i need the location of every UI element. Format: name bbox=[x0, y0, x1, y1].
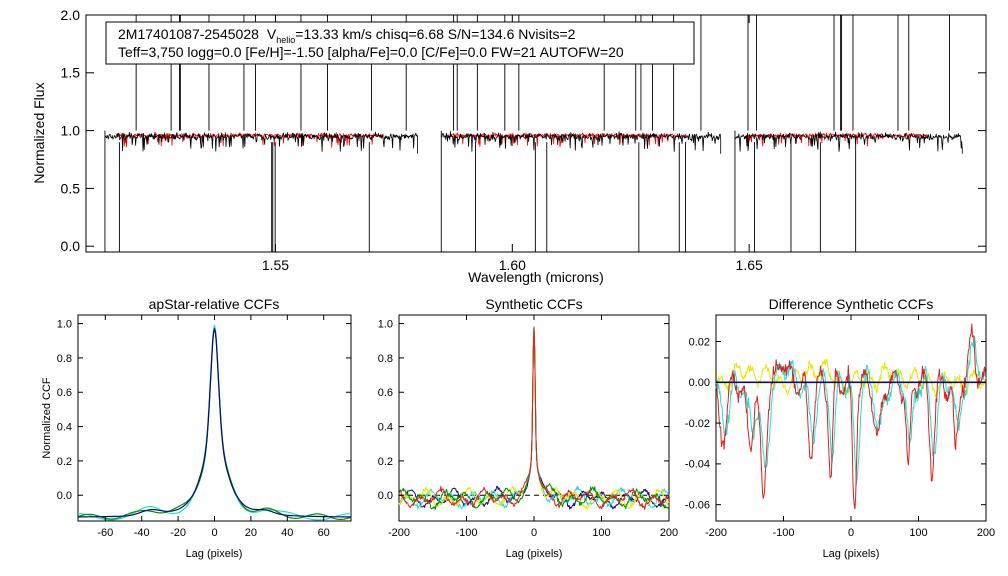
spectrum-panel: 1.55 1.60 1.65 0.0 0.5 1.0 1.5 2.0 2M17401087-2… bbox=[31, 7, 987, 285]
apstar-ccf-frame bbox=[77, 314, 352, 522]
apstar-ccf-panel: -60 -40 -20 0 20 40 60 0.0 0.2 0.4 0.6 0.8 1.0 apSta… bbox=[41, 296, 352, 560]
x-tick-label: 60 bbox=[318, 527, 330, 539]
y-tick-label: 0.2 bbox=[57, 456, 72, 468]
synthetic-ccf-2 bbox=[398, 326, 670, 510]
x-tick-label: -200 bbox=[388, 527, 410, 539]
x-tick-label: 0 bbox=[211, 527, 217, 539]
y-tick-label: 0.0 bbox=[378, 490, 393, 502]
x-tick-label: -20 bbox=[170, 527, 186, 539]
x-tick-label: -100 bbox=[455, 527, 477, 539]
spectrum-y-label: Normalized Flux bbox=[31, 82, 47, 183]
difference-ccf-title: Difference Synthetic CCFs bbox=[769, 296, 934, 312]
spectrum-model-series bbox=[115, 131, 929, 148]
difference-ccf-series bbox=[715, 323, 987, 510]
x-tick-label: 20 bbox=[245, 527, 257, 539]
synthetic-ccf-series bbox=[398, 326, 670, 510]
x-tick-label: 1.55 bbox=[262, 257, 289, 273]
apstar-ccf-axis-ticks: -60 -40 -20 0 20 40 60 0.0 0.2 0.4 0.6 0.8 1.0 bbox=[57, 315, 351, 539]
observed-spectrum-chip-3 bbox=[734, 131, 963, 154]
x-tick-label: 40 bbox=[281, 527, 293, 539]
synthetic-ccf-3 bbox=[398, 326, 670, 510]
apstar-ccf-combined bbox=[78, 328, 351, 518]
y-tick-label: -0.06 bbox=[685, 500, 710, 512]
difference-ccf-panel: -200 -100 0 100 200 -0.06 -0.04 -0.02 0.00 0.02 D… bbox=[685, 296, 995, 560]
apstar-ccf-series bbox=[77, 324, 352, 521]
spectrum-plot-frame bbox=[85, 14, 987, 253]
synthetic-ccf-5 bbox=[399, 326, 670, 510]
star-id: 2M17401087-2545028 bbox=[118, 26, 259, 42]
vhelio-subscript: helio bbox=[276, 35, 295, 45]
y-tick-label: 0.6 bbox=[378, 387, 393, 399]
synthetic-ccf-axis-ticks: -200 -100 0 100 200 0.0 0.2 0.4 0.6 0.8 1.0 bbox=[378, 315, 678, 539]
synthetic-ccf-x-label: Lag (pixels) bbox=[506, 548, 563, 560]
y-tick-label: 0.4 bbox=[378, 421, 393, 433]
x-tick-label: -200 bbox=[705, 527, 727, 539]
apstar-ccf-x-label: Lag (pixels) bbox=[186, 548, 243, 560]
apstar-ccf-y-label: Normalized CCF bbox=[41, 377, 53, 459]
observed-spectrum-chip-2 bbox=[441, 131, 722, 154]
vhelio-symbol: V bbox=[267, 26, 277, 42]
x-tick-label: -60 bbox=[97, 527, 113, 539]
spectrum-axis-ticks: 1.55 1.60 1.65 0.0 0.5 1.0 1.5 2.0 bbox=[61, 7, 986, 273]
x-tick-label: 0 bbox=[531, 527, 537, 539]
x-tick-label: 100 bbox=[909, 527, 927, 539]
observed-spectrum-chip-1 bbox=[104, 131, 419, 154]
apstar-ccf-visit-2 bbox=[77, 328, 352, 521]
y-tick-label: 0.02 bbox=[689, 336, 710, 348]
difference-ccf-axis-ticks: -200 -100 0 100 200 -0.06 -0.04 -0.02 0.00 0.02 bbox=[685, 315, 995, 539]
x-tick-label: 1.65 bbox=[736, 257, 763, 273]
y-tick-label: 0.2 bbox=[378, 456, 393, 468]
y-tick-label: 0.8 bbox=[378, 353, 393, 365]
y-tick-label: -0.02 bbox=[685, 418, 710, 430]
y-tick-label: 0.0 bbox=[57, 490, 72, 502]
x-tick-label: 0 bbox=[848, 527, 854, 539]
difference-ccf-frame bbox=[715, 314, 987, 522]
header-line-1: 2M17401087-2545028 Vhelio=13.33 km/s chis… bbox=[118, 26, 576, 45]
x-tick-label: 1.60 bbox=[499, 257, 526, 273]
y-tick-label: 0.0 bbox=[61, 238, 81, 254]
header-info-box bbox=[105, 21, 695, 65]
apstar-ccf-visit-1 bbox=[78, 324, 351, 521]
y-tick-label: 1.0 bbox=[61, 123, 81, 139]
x-tick-label: -40 bbox=[134, 527, 150, 539]
y-tick-label: 1.0 bbox=[378, 318, 393, 330]
y-tick-label: 2.0 bbox=[61, 7, 81, 23]
difference-ccf-x-label: Lag (pixels) bbox=[823, 548, 880, 560]
y-tick-label: 0.8 bbox=[57, 353, 72, 365]
y-tick-label: 0.00 bbox=[689, 377, 710, 389]
synthetic-ccf-1 bbox=[398, 326, 670, 510]
x-tick-label: -100 bbox=[772, 527, 794, 539]
difference-ccf-yellow bbox=[715, 358, 987, 398]
x-tick-label: 100 bbox=[592, 527, 610, 539]
x-tick-label: 200 bbox=[660, 527, 678, 539]
spectrum-x-label: Wavelength (microns) bbox=[468, 269, 604, 285]
x-tick-label: 200 bbox=[977, 527, 995, 539]
difference-ccf-red bbox=[715, 323, 987, 510]
synthetic-ccf-panel: -200 -100 0 100 200 0.0 0.2 0.4 0.6 0.8 1.0 Synthe… bbox=[378, 296, 678, 560]
header-line-1-values: =13.33 km/s chisq=6.68 S/N=134.6 Nvisits… bbox=[295, 26, 575, 42]
y-tick-label: -0.04 bbox=[685, 459, 710, 471]
synthetic-ccf-title: Synthetic CCFs bbox=[485, 296, 582, 312]
header-line-2: Teff=3,750 logg=0.0 [Fe/H]=-1.50 [alpha/… bbox=[118, 44, 624, 60]
y-tick-label: 1.0 bbox=[57, 318, 72, 330]
y-tick-label: 0.4 bbox=[57, 421, 72, 433]
y-tick-label: 0.5 bbox=[61, 180, 81, 196]
apstar-ccf-title: apStar-relative CCFs bbox=[149, 296, 280, 312]
y-tick-label: 0.6 bbox=[57, 387, 72, 399]
synthetic-ccf-4 bbox=[398, 326, 670, 510]
y-tick-label: 1.5 bbox=[61, 65, 81, 81]
